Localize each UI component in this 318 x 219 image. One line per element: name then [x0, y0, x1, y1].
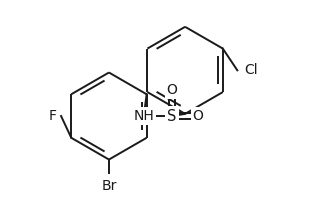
Text: NH: NH [133, 109, 154, 123]
Text: O: O [167, 83, 177, 97]
Text: Br: Br [101, 179, 117, 193]
Text: F: F [49, 109, 57, 123]
Text: O: O [193, 109, 204, 123]
Text: S: S [167, 109, 177, 124]
Text: Cl: Cl [244, 63, 258, 77]
